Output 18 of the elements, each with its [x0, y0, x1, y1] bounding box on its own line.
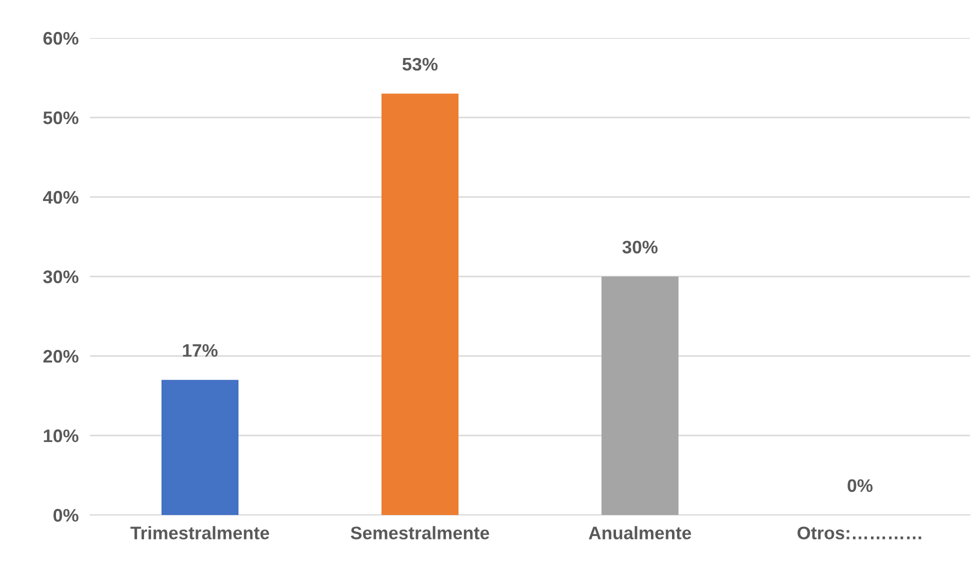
data-label: 17%	[183, 344, 218, 357]
y-tick-label: 0%	[54, 508, 78, 522]
y-tick-label: 50%	[43, 111, 78, 124]
y-tick-label: 60%	[43, 32, 78, 45]
bar	[162, 380, 238, 515]
data-label: 0%	[848, 479, 873, 492]
bar	[382, 94, 458, 515]
data-label: 53%	[402, 58, 438, 71]
y-tick-label: 30%	[43, 270, 78, 284]
y-tick-label: 10%	[44, 429, 78, 442]
x-tick-label: Otros:…………	[798, 526, 922, 540]
x-tick-label: Trimestralmente	[130, 526, 270, 540]
bar	[602, 276, 678, 515]
y-tick-label: 20%	[43, 350, 78, 363]
y-tick-label: 40%	[43, 190, 78, 204]
x-tick-label: Anualmente	[588, 526, 692, 540]
data-label: 30%	[622, 240, 658, 254]
x-tick-label: Semestralmente	[350, 526, 490, 540]
